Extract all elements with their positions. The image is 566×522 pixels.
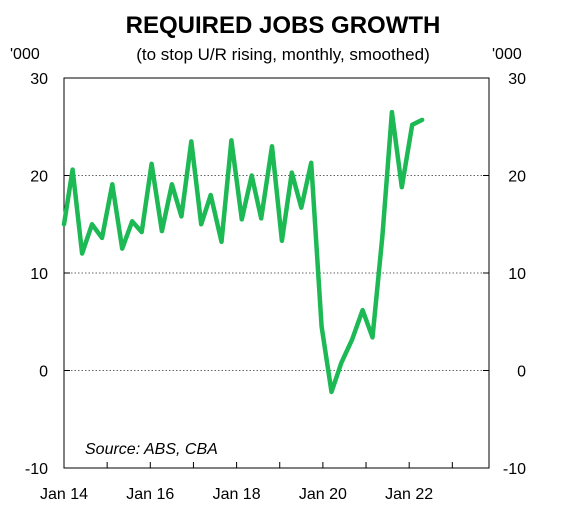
data-point (260, 217, 262, 219)
data-point (141, 231, 143, 233)
gridlines (64, 175, 489, 371)
data-point (161, 230, 163, 232)
x-tick-label: Jan 18 (213, 486, 261, 503)
y-tick-label-left: 20 (30, 169, 48, 186)
chart-subtitle: (to stop U/R rising, monthly, smoothed) (136, 45, 430, 64)
data-point (351, 338, 353, 340)
data-point (230, 139, 232, 141)
data-point (340, 362, 342, 364)
data-point (381, 235, 383, 237)
data-point (331, 391, 332, 393)
y-axis-unit-right: '000 (492, 46, 522, 63)
y-tick-label-right: 30 (508, 71, 526, 88)
x-tick-label: Jan 16 (126, 486, 174, 503)
x-tick-label: Jan 20 (299, 486, 347, 503)
y-tick-label-right: 10 (508, 266, 526, 283)
x-tick-label: Jan 22 (385, 486, 433, 503)
data-point (221, 241, 222, 243)
x-axis-ticks: Jan 14 Jan 16 Jan 18 Jan 20 Jan 22 (40, 462, 453, 503)
y-tick-label-right: 20 (508, 169, 526, 186)
source-note: Source: ABS, CBA (85, 441, 218, 458)
y-tick-label-left: 30 (30, 71, 48, 88)
y-tick-label-right: 0 (517, 364, 526, 381)
data-point (310, 162, 312, 164)
data-point (251, 175, 253, 176)
data-point (131, 220, 133, 222)
y-axis-unit-left: '000 (10, 46, 40, 63)
data-point (372, 336, 373, 338)
data-point (171, 183, 173, 185)
data-point (300, 207, 302, 209)
series-layer (61, 109, 425, 395)
data-point (401, 186, 403, 188)
plot-frame (63, 77, 490, 469)
chart-title: REQUIRED JOBS GROWTH (126, 12, 441, 39)
y-axis-ticks: -10 -10 0 0 10 10 20 20 30 30 (25, 71, 526, 478)
y-tick-label-left: -10 (25, 461, 48, 478)
data-point (271, 145, 273, 147)
data-point (63, 223, 65, 225)
data-point (72, 169, 74, 171)
data-point (180, 215, 182, 217)
data-point (190, 140, 192, 142)
data-point (151, 163, 153, 165)
y-tick-label-left: 0 (39, 364, 48, 381)
data-point (101, 237, 103, 239)
data-point (210, 194, 212, 196)
y-tick-label-left: 10 (30, 266, 48, 283)
data-point (91, 223, 93, 225)
data-point (281, 240, 283, 242)
data-point (200, 223, 202, 225)
data-point (111, 183, 113, 185)
data-point (421, 119, 423, 121)
data-point (321, 326, 323, 328)
data-point (241, 218, 243, 220)
data-point (411, 124, 413, 126)
data-point (291, 172, 293, 174)
x-tick-label: Jan 14 (40, 486, 88, 503)
series-line (61, 109, 425, 395)
data-point (121, 248, 123, 250)
data-point (81, 253, 83, 254)
y-tick-label-right: -10 (503, 461, 526, 478)
data-point (362, 309, 364, 311)
data-point (391, 111, 393, 113)
